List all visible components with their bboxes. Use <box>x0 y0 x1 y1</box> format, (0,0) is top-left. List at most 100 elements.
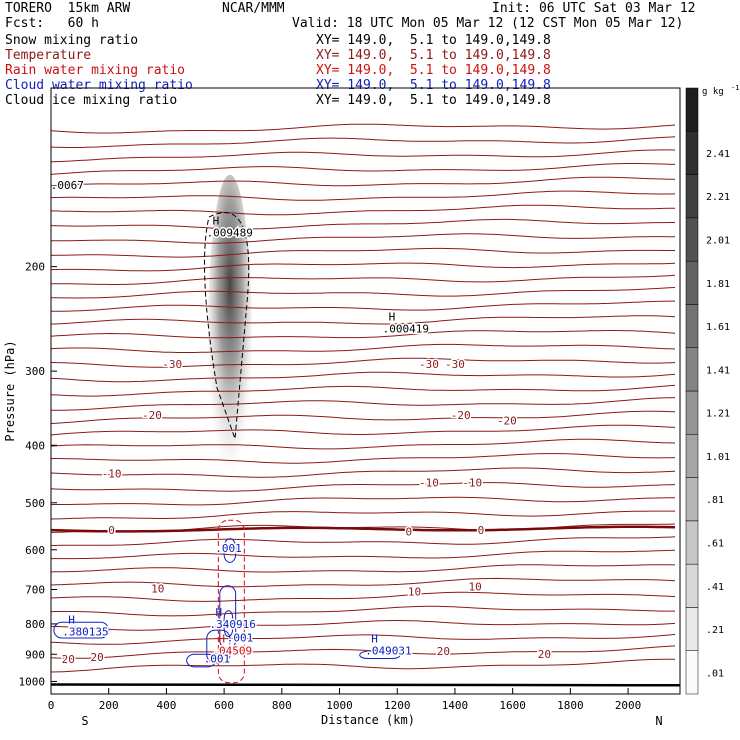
colorbar-swatch <box>685 607 699 651</box>
plot-frame <box>50 87 681 695</box>
isotherm-line <box>51 357 676 368</box>
cloud-water-contour <box>359 650 401 660</box>
colorbar-swatch <box>685 174 699 219</box>
ground-line <box>51 683 680 687</box>
colorbar-unit: g kg <box>702 87 724 97</box>
field-xy-rain: XY= 149.0, 5.1 to 149.0,149.8 <box>316 63 551 78</box>
colorbar-label: .81 <box>706 495 724 506</box>
max-marker: H <box>371 632 378 645</box>
temperature-label: 10 <box>408 585 421 598</box>
x-tick-label: 1800 <box>557 699 584 712</box>
temperature-label: -10 <box>419 476 439 489</box>
isotherm-line <box>51 274 676 285</box>
cloud-water-contour <box>53 621 110 639</box>
colorbar-swatch <box>685 477 699 522</box>
x-tick-label: 1000 <box>326 699 353 712</box>
colorbar-label: 1.41 <box>706 365 730 376</box>
y-tick-label: 400 <box>25 439 45 452</box>
x-tick-label: 200 <box>99 699 119 712</box>
isotherm-line <box>51 577 676 588</box>
isotherm-zero <box>51 525 676 533</box>
max-annotations: H.009489H.000419.001H.340916.001H.04509.… <box>49 178 430 667</box>
temperature-label: 0 <box>405 526 412 539</box>
isotherm-line <box>51 190 676 201</box>
isotherm-line <box>51 605 675 617</box>
field-label-temperature: Temperature <box>5 48 92 63</box>
center-label: NCAR/MMM <box>222 1 285 16</box>
colorbar-unit-exponent: -1 <box>731 84 739 92</box>
isotherm-line <box>51 384 676 397</box>
axes: 0 200 400 600 800 1000 1200 1400 1600 1800 2000200… <box>19 261 642 712</box>
temperature-label: -20 <box>142 409 162 422</box>
colorbar-swatch <box>685 304 699 348</box>
field-label-cloud-ice: Cloud ice mixing ratio <box>5 93 178 108</box>
temperature-label: 20 <box>91 651 104 664</box>
field-label-snow: Snow mixing ratio <box>5 33 139 48</box>
isotherm-line <box>51 658 675 673</box>
model-title: TORERO 15km ARW <box>5 1 131 16</box>
isotherm-line <box>51 233 675 244</box>
temperature-label: 20 <box>62 653 75 666</box>
field-xy-snow: XY= 149.0, 5.1 to 149.0,149.8 <box>316 33 551 48</box>
colorbar-swatch <box>685 131 699 175</box>
x-tick-label: 1200 <box>384 699 411 712</box>
isotherm-line <box>51 330 676 339</box>
cloud-ice-contours <box>204 212 250 439</box>
colorbar-label: 1.81 <box>706 279 730 290</box>
temperature-label: -20 <box>497 414 517 427</box>
colorbar-swatch <box>685 217 699 262</box>
isotherm-line <box>51 315 676 325</box>
y-tick-label: 300 <box>25 365 45 378</box>
max-value-label: .04509 <box>212 644 252 657</box>
isotherm-line <box>51 397 676 411</box>
max-marker: H <box>215 606 222 619</box>
y-tick-label: 600 <box>25 544 45 557</box>
colorbar-swatch <box>685 563 699 608</box>
y-tick-label: 700 <box>25 584 45 597</box>
max-value-label: .001 <box>204 652 231 665</box>
colorbar-swatch <box>685 650 699 695</box>
header: TORERO 15km ARW NCAR/MMM Init: 06 UTC Sa… <box>0 0 740 110</box>
y-tick-label: 500 <box>25 497 45 510</box>
isotherm-line <box>51 633 676 645</box>
x-tick-label: 2000 <box>615 699 642 712</box>
max-value-label: .380135 <box>62 625 108 638</box>
isotherm-line <box>51 262 676 272</box>
temperature-label: 10 <box>151 582 164 595</box>
temperature-label: 20 <box>538 648 551 661</box>
max-value-label: .001 <box>215 542 242 555</box>
colorbar-label: 1.61 <box>706 322 730 333</box>
rain-water-contours <box>217 519 245 684</box>
temperature-labels: -30 -30 -30 -20 -20 -20 -10 -10 -10 0 0 0 10 10 10 20 20… <box>60 357 552 668</box>
north-label: N <box>655 714 662 728</box>
temperature-label: -30 <box>445 358 465 371</box>
field-label-cloud-water: Cloud water mixing ratio <box>5 78 193 93</box>
isotherm-line <box>51 438 676 450</box>
isotherm-line <box>51 343 676 353</box>
cloud-ice-contour <box>204 212 250 439</box>
x-tick-label: 600 <box>214 699 234 712</box>
isotherm-line <box>51 645 676 659</box>
isotherm-line <box>51 424 676 436</box>
colorbar-label: 2.01 <box>706 236 730 247</box>
colorbar-swatch <box>685 260 699 305</box>
max-value-label: .049031 <box>365 644 411 657</box>
field-label-rain: Rain water mixing ratio <box>5 63 186 78</box>
forecast-hour: Fcst: 60 h <box>5 16 99 31</box>
colorbar-swatch <box>685 87 699 132</box>
temperature-label: 20 <box>437 645 450 658</box>
cloud-water-contour <box>186 653 216 668</box>
south-label: S <box>81 714 88 728</box>
colorbar-label: 1.01 <box>706 452 730 463</box>
isotherm-line <box>51 467 676 478</box>
isotherm-line <box>51 218 675 230</box>
x-tick-label: 0 <box>48 699 55 712</box>
isotherm-line <box>51 176 675 187</box>
isotherm-line <box>51 410 676 424</box>
isotherm-line <box>51 496 675 506</box>
temperature-label: 0 <box>478 524 485 537</box>
colorbar: .01 .21 .41 .61 .81 1.01 1.21 1.41 1.61 1.81 2.01 2… <box>685 84 739 695</box>
x-tick-label: 400 <box>156 699 176 712</box>
isotherm-line <box>51 564 676 573</box>
